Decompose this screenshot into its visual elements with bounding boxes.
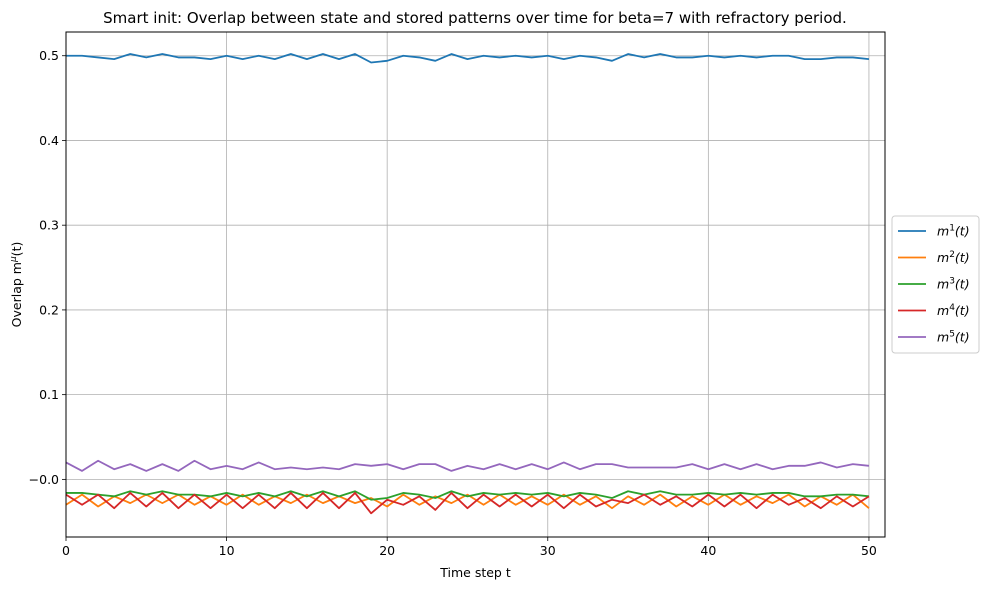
legend-label-m1: m1(t) <box>937 224 970 239</box>
legend-label-base: m <box>937 250 949 265</box>
y-tick-label: 0.1 <box>39 387 59 402</box>
series-line-m1 <box>66 53 870 64</box>
y-tick-label: −0.0 <box>29 472 59 487</box>
legend-label-tail: (t) <box>955 224 970 239</box>
x-axis-label: Time step t <box>439 565 511 580</box>
y-axis: −0.0 0.1 0.2 0.3 0.4 0.5 <box>29 48 66 487</box>
series-lines <box>65 53 870 515</box>
y-axis-label-sup: μ <box>9 256 19 263</box>
legend-label-m5: m5(t) <box>937 330 970 345</box>
y-tick-label: 0.5 <box>39 48 59 63</box>
legend-label-sup: 4 <box>949 303 955 313</box>
series-line-m5 <box>65 459 870 472</box>
legend: m1(t)m2(t)m3(t)m4(t)m5(t) <box>891 215 980 354</box>
legend-label-tail: (t) <box>955 250 970 265</box>
legend-frame <box>891 215 980 354</box>
chart-title: Smart init: Overlap between state and st… <box>103 9 847 27</box>
legend-label-sup: 3 <box>949 277 955 287</box>
legend-label-sup: 5 <box>949 330 955 340</box>
legend-label-base: m <box>937 277 949 292</box>
legend-label-sup: 2 <box>949 250 955 260</box>
legend-label-base: m <box>937 303 949 318</box>
series-line-m4 <box>65 492 870 515</box>
y-axis-label-base: Overlap m <box>9 262 24 327</box>
y-tick-label: 0.2 <box>39 302 59 317</box>
y-axis-label: Overlap mμ(t) <box>9 242 24 328</box>
legend-label-m4: m4(t) <box>937 303 970 318</box>
legend-label-base: m <box>937 224 949 239</box>
y-axis-label-tail: (t) <box>9 242 24 257</box>
legend-label-tail: (t) <box>955 330 970 345</box>
legend-label-base: m <box>937 330 949 345</box>
legend-label-sup: 1 <box>949 224 955 234</box>
legend-label-m2: m2(t) <box>937 250 970 265</box>
legend-label-tail: (t) <box>955 303 970 318</box>
x-axis: 0 10 20 30 40 50 <box>62 537 877 558</box>
y-tick-label: 0.4 <box>39 133 59 148</box>
grid <box>65 32 885 537</box>
legend-label-m3: m3(t) <box>937 277 970 292</box>
x-tick-label: 30 <box>540 543 556 558</box>
x-tick-label: 10 <box>219 543 235 558</box>
plot-frame <box>65 31 886 538</box>
y-tick-label: 0.3 <box>39 218 59 233</box>
legend-label-tail: (t) <box>955 277 970 292</box>
x-tick-label: 50 <box>861 543 877 558</box>
series-line-m2 <box>65 493 870 510</box>
x-tick-label: 20 <box>379 543 395 558</box>
x-tick-label: 0 <box>62 543 70 558</box>
x-tick-label: 40 <box>700 543 716 558</box>
series-line-m3 <box>66 490 870 501</box>
